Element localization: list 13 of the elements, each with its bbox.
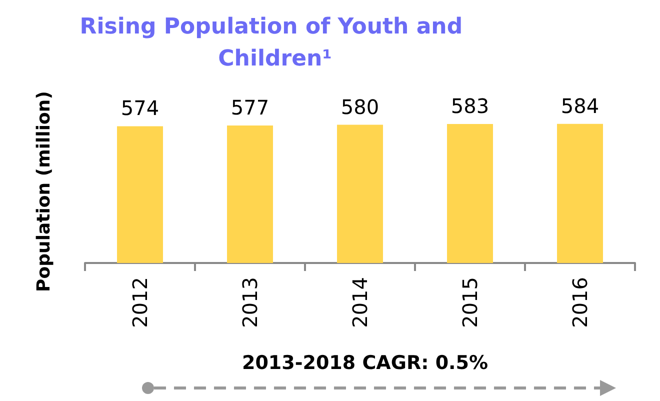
x-tick-label: 2015 xyxy=(458,277,482,328)
text: 2013-2018 CAGR: 0.5% xyxy=(240,352,490,374)
x-tick-label: 2013 xyxy=(238,277,262,328)
x-tick-label: 2014 xyxy=(348,277,372,328)
x-tick-label: 2012 xyxy=(128,277,152,328)
y-axis-title: Population (million) xyxy=(34,91,54,292)
data-label: 574 xyxy=(120,96,160,120)
chart-title: Rising Population of Youth and Children¹ xyxy=(80,14,470,72)
x-tick-label: 2016 xyxy=(568,277,592,328)
data-label: 577 xyxy=(230,95,270,120)
data-label: 580 xyxy=(340,94,380,119)
data-label: 584 xyxy=(560,94,600,118)
data-label: 583 xyxy=(450,94,490,118)
